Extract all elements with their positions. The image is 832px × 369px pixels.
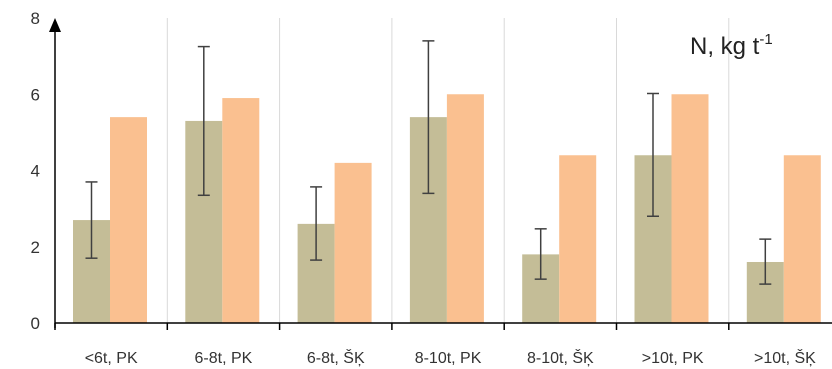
y-tick-labels: 0 2 4 6 8 <box>31 9 40 333</box>
x-tick-label: 8-10t, PK <box>415 350 482 367</box>
x-tick-label: 6-8t, PK <box>195 350 253 367</box>
bar <box>334 162 372 323</box>
y-tick-label: 8 <box>31 9 40 28</box>
y-axis-arrow <box>49 18 61 32</box>
gridlines <box>166 18 730 323</box>
unit-label: N, kg t-1 <box>690 31 773 60</box>
x-tick-label: 8-10t, ŠĶ <box>527 348 594 367</box>
bars <box>73 94 821 323</box>
x-tick-label: 6-8t, ŠĶ <box>307 348 365 367</box>
y-tick-label: 6 <box>31 85 40 104</box>
unit-label-main: N, kg t <box>690 33 760 60</box>
x-tick-label: >10t, PK <box>642 350 704 367</box>
bar <box>110 117 147 323</box>
bar <box>559 155 597 323</box>
y-tick-label: 4 <box>31 162 40 181</box>
unit-label-sup: -1 <box>759 31 772 48</box>
bar <box>783 155 821 323</box>
bar <box>222 98 260 323</box>
bar <box>671 94 709 323</box>
x-tick-label: <6t, PK <box>85 350 138 367</box>
bar <box>446 94 484 323</box>
y-tick-label: 2 <box>31 238 40 257</box>
x-tick-label: >10t, ŠĶ <box>754 348 816 367</box>
error-bars <box>85 40 772 285</box>
y-tick-label: 0 <box>31 314 40 333</box>
x-category-labels: <6t, PK 6-8t, PK 6-8t, ŠĶ 8-10t, PK 8-10t, Š… <box>85 348 816 367</box>
axes <box>49 18 832 330</box>
